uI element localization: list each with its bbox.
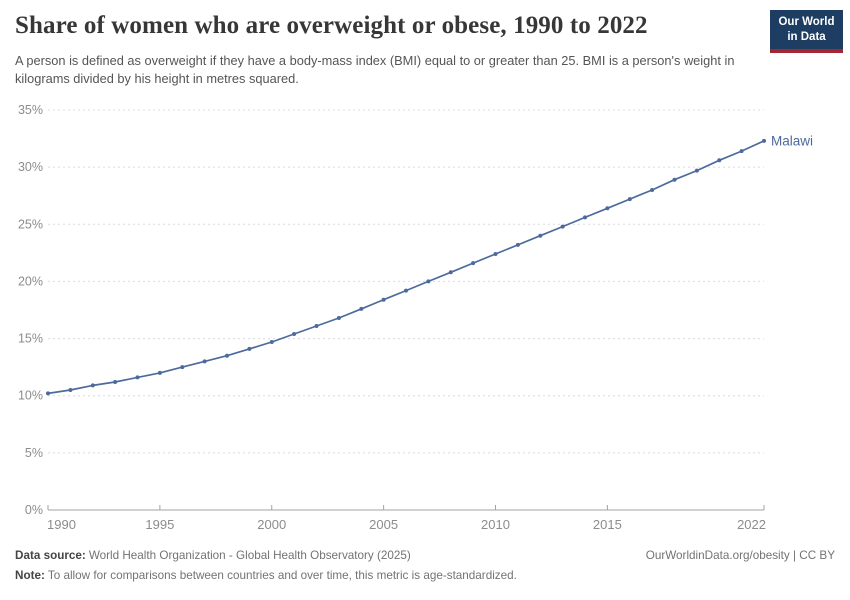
data-point[interactable] — [583, 215, 587, 220]
data-point[interactable] — [247, 346, 252, 351]
owid-logo-line2: in Data — [787, 30, 826, 43]
data-point[interactable] — [336, 316, 341, 320]
line-chart: 0% 5% 10% 15% 20% 25% 30% 35% 1990 1995 2000 2005 20… — [18, 103, 813, 532]
data-point[interactable] — [157, 370, 162, 375]
y-tick-label: 15% — [18, 332, 43, 346]
data-point[interactable] — [135, 375, 140, 380]
owid-logo: Our World in Data — [770, 10, 843, 53]
data-point[interactable] — [113, 380, 118, 384]
note-line: Note: To allow for comparisons between co… — [15, 566, 517, 586]
x-tick-label: 2010 — [481, 517, 510, 532]
x-tick-label: 2022 — [737, 517, 766, 532]
y-tick-label: 30% — [18, 160, 43, 174]
data-point[interactable] — [359, 306, 364, 311]
source-text: World Health Organization - Global Healt… — [88, 549, 411, 562]
data-point[interactable] — [560, 224, 565, 229]
source-line: Data source: World Health Organization - … — [15, 546, 411, 566]
y-tick-label: 35% — [18, 103, 43, 117]
data-point[interactable] — [225, 353, 229, 358]
y-tick-label: 20% — [18, 274, 43, 288]
chart-footer: Data source: World Health Organization - … — [15, 546, 835, 587]
y-tick-label: 25% — [18, 217, 43, 231]
y-tick-label: 10% — [18, 389, 43, 403]
data-point[interactable] — [180, 365, 185, 370]
data-point[interactable] — [650, 188, 655, 192]
data-point[interactable] — [627, 197, 632, 202]
x-tick-label: 1990 — [47, 517, 76, 532]
series-end-label: Malawi — [771, 133, 813, 148]
note-text: To allow for comparisons between countri… — [47, 569, 517, 583]
data-point[interactable] — [493, 252, 498, 256]
y-tick-label: 0% — [25, 503, 43, 517]
data-point[interactable] — [605, 206, 610, 211]
y-tick-label: 5% — [25, 446, 43, 460]
x-tick-label: 2015 — [593, 517, 622, 532]
data-point[interactable] — [269, 340, 274, 344]
x-tick-label: 2005 — [369, 517, 398, 532]
x-tick-label: 1995 — [145, 517, 174, 532]
data-point[interactable] — [46, 391, 50, 396]
source-link[interactable]: OurWorldinData.org/obesity | CC BY — [645, 549, 835, 562]
data-point[interactable] — [515, 242, 520, 247]
owid-logo-line1: Our World — [778, 16, 835, 28]
series-line — [47, 140, 765, 395]
data-point[interactable] — [538, 233, 543, 238]
data-point[interactable] — [717, 158, 722, 163]
chart-subtitle: A person is defined as overweight if the… — [15, 53, 735, 86]
data-point[interactable] — [739, 149, 744, 154]
data-point[interactable] — [404, 288, 408, 293]
data-point[interactable] — [426, 279, 431, 284]
data-point[interactable] — [448, 270, 453, 275]
note-label: Note: — [15, 569, 45, 583]
owid-logo-box: Our World in Data — [770, 10, 843, 49]
source-label: Data source: — [15, 549, 86, 562]
page-title: Share of women who are overweight or obe… — [15, 12, 648, 39]
data-point[interactable] — [471, 261, 476, 266]
data-point[interactable] — [202, 359, 207, 364]
owid-logo-stripe — [770, 48, 843, 53]
x-tick-label: 2000 — [257, 517, 286, 532]
data-point[interactable] — [762, 138, 766, 143]
data-point[interactable] — [694, 168, 699, 173]
data-point[interactable] — [292, 332, 297, 336]
data-point[interactable] — [68, 388, 73, 392]
data-point[interactable] — [381, 297, 386, 302]
data-point[interactable] — [90, 383, 95, 388]
data-point[interactable] — [672, 177, 677, 182]
data-point[interactable] — [314, 324, 319, 328]
